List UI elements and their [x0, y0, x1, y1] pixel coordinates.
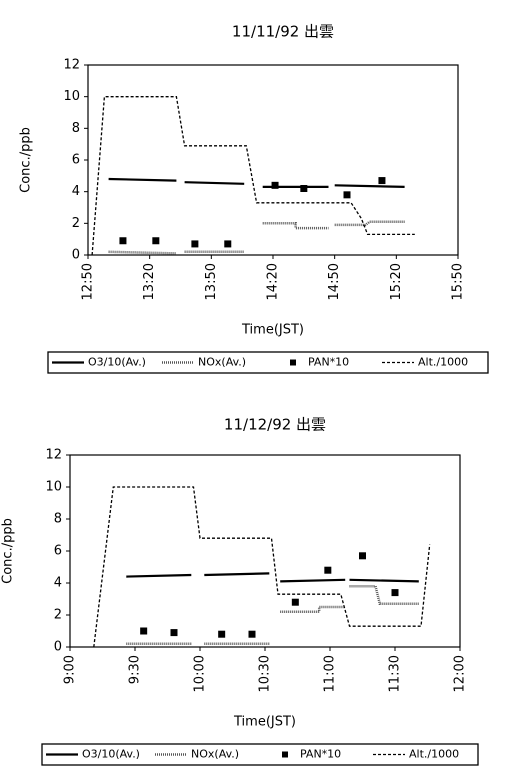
x-tick-label: 13:20	[142, 263, 157, 300]
y-axis-label: Conc./ppb	[1, 518, 16, 584]
legend-label: Alt./1000	[409, 748, 459, 761]
legend-label: Alt./1000	[418, 356, 468, 369]
y-tick-label: 0	[54, 640, 62, 655]
pan-marker	[224, 240, 232, 248]
legend-label: NOx(Av.)	[198, 356, 246, 369]
x-tick-label: 9:00	[63, 655, 78, 684]
legend-label: PAN*10	[300, 748, 341, 761]
y-tick-label: 2	[54, 608, 62, 623]
pan-marker	[391, 589, 399, 597]
series-line	[126, 584, 419, 646]
x-tick-label: 15:20	[389, 263, 404, 300]
x-tick-label: 10:00	[193, 655, 208, 692]
pan-marker	[191, 240, 199, 248]
pan-marker	[271, 181, 279, 189]
pan-marker	[378, 177, 386, 185]
pan-marker	[343, 191, 351, 199]
x-tick-label: 15:50	[451, 263, 466, 300]
y-tick-label: 4	[54, 576, 62, 591]
x-tick-label: 14:50	[327, 263, 342, 300]
pan-marker	[300, 185, 308, 192]
x-tick-label: 12:00	[453, 655, 468, 692]
x-tick-label: 11:30	[388, 655, 403, 692]
x-tick-label: 9:30	[128, 655, 143, 684]
y-tick-label: 6	[72, 153, 80, 168]
x-tick-label: 14:20	[266, 263, 281, 300]
pan-marker	[291, 598, 299, 606]
legend-marker	[282, 751, 288, 758]
y-tick-label: 6	[54, 544, 62, 559]
y-tick-label: 12	[63, 58, 80, 73]
y-tick-label: 10	[45, 480, 62, 495]
x-tick-label: 13:50	[204, 263, 219, 300]
plot-frame	[87, 64, 459, 256]
legend-label: O3/10(Av.)	[82, 748, 140, 761]
y-tick-label: 12	[45, 448, 62, 463]
pan-marker	[152, 237, 160, 245]
series-line	[93, 486, 431, 648]
x-axis-label: Time(JST)	[233, 715, 296, 730]
x-tick-label: 11:00	[323, 655, 338, 692]
x-tick-label: 12:50	[81, 263, 96, 300]
y-tick-label: 2	[72, 216, 80, 231]
pan-marker	[140, 627, 148, 635]
x-axis-label: Time(JST)	[241, 323, 304, 338]
chart-title: 11/12/92 出雲	[224, 416, 326, 434]
series-line	[91, 96, 415, 256]
pan-marker	[248, 630, 256, 638]
pan-marker	[170, 629, 178, 637]
legend-label: O3/10(Av.)	[88, 356, 146, 369]
x-tick-label: 10:30	[258, 655, 273, 692]
pan-marker	[218, 630, 226, 638]
legend-box	[47, 351, 489, 374]
legend-box	[41, 743, 479, 766]
y-axis-label: Conc./ppb	[19, 127, 34, 193]
pan-marker	[324, 566, 332, 574]
series-line	[126, 572, 419, 583]
chart-title: 11/11/92 出雲	[232, 23, 334, 41]
legend-label: PAN*10	[308, 356, 349, 369]
pan-marker	[359, 552, 366, 560]
y-tick-label: 0	[72, 248, 80, 263]
y-tick-label: 8	[54, 512, 62, 527]
y-tick-label: 8	[72, 121, 80, 136]
plot-frame	[69, 454, 461, 648]
pan-marker	[119, 237, 127, 245]
y-tick-label: 4	[72, 184, 80, 199]
legend-marker	[290, 359, 296, 366]
legend-label: NOx(Av.)	[191, 748, 239, 761]
y-tick-label: 10	[63, 89, 80, 104]
series-line	[108, 177, 405, 188]
